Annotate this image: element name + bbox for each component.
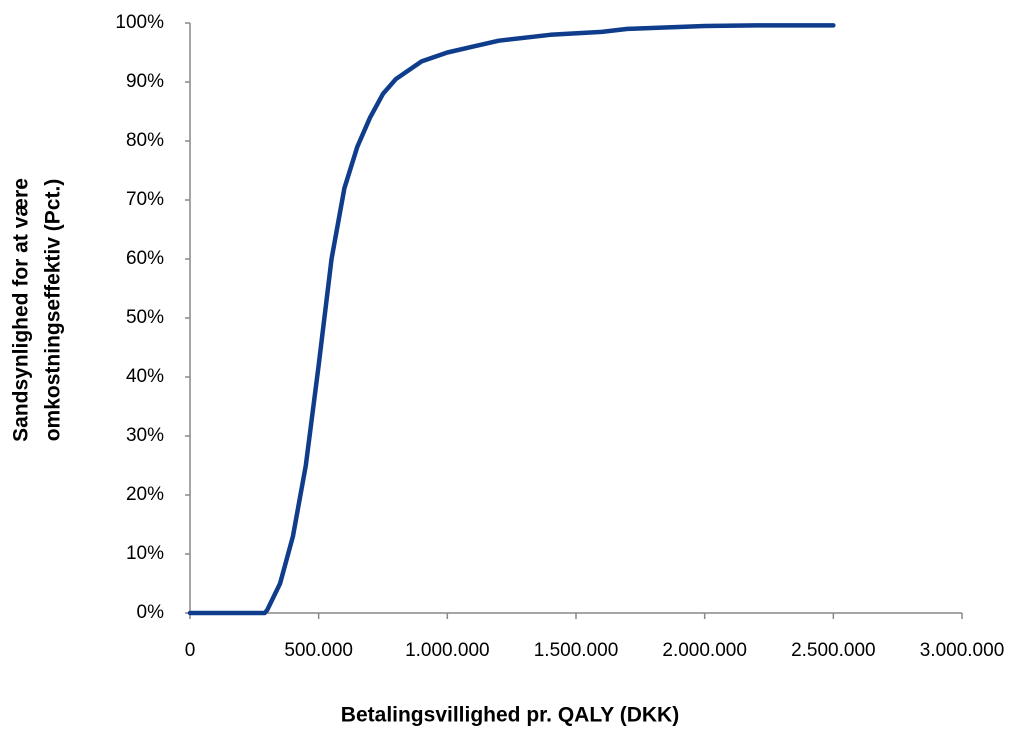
y-axis-title: omkostningseffektiv (Pct.) [42,179,65,442]
y-axis-title: Sandsynlighed for at være [10,178,33,442]
y-tick-label: 50% [126,307,164,328]
y-tick-label: 80% [126,130,164,151]
y-tick-label: 10% [126,543,164,564]
y-tick-label: 30% [126,425,164,446]
line [187,23,836,616]
x-tick-label: 2.000.000 [662,640,747,661]
x-tick-label: 1.500.000 [534,640,619,661]
y-tick-label: 90% [126,71,164,92]
y-tick-label: 100% [115,12,164,33]
x-tick-label: 0 [185,640,196,661]
x-tick-label: 1.000.000 [405,640,490,661]
y-tick-label: 40% [126,366,164,387]
x-tick-label: 2.500.000 [791,640,876,661]
y-tick-label: 20% [126,484,164,505]
x-axis-title: Betalingsvillighed pr. QALY (DKK) [341,704,679,727]
y-tick-label: 60% [126,248,164,269]
y-tick-label: 70% [126,189,164,210]
x-tick-label: 3.000.000 [920,640,1005,661]
x-tick-label: 500.000 [284,640,353,661]
y-tick-label: 0% [137,602,165,623]
